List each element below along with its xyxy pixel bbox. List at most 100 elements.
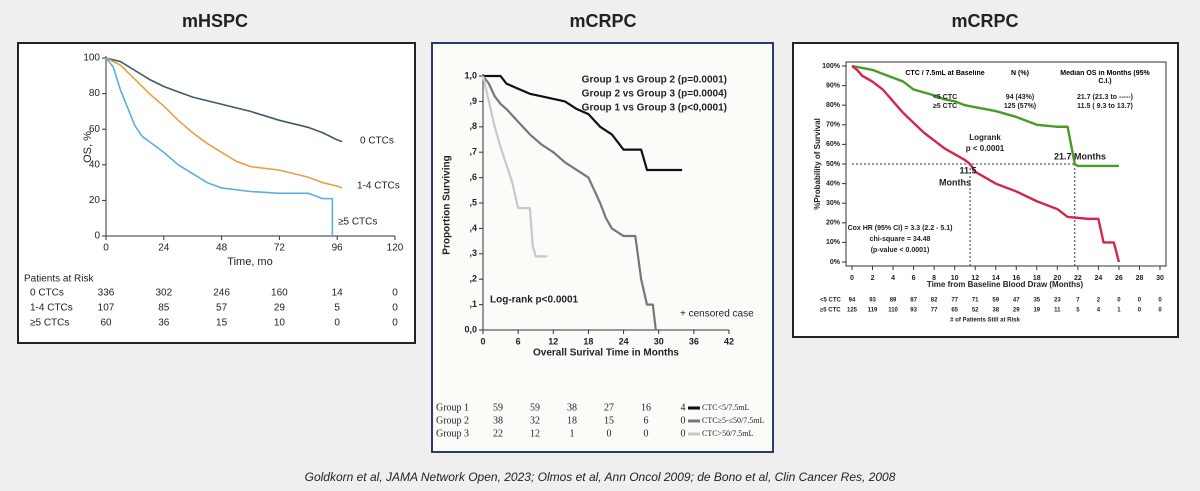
y-tick-label: ,6	[469, 172, 477, 182]
risk-value: 110	[888, 308, 898, 314]
risk-value: 0	[392, 318, 398, 329]
risk-value: 0	[644, 428, 649, 439]
legend-label: <5 CTC	[933, 94, 957, 101]
risk-value: 93	[910, 308, 917, 314]
risk-value: 38	[493, 415, 503, 426]
legend-header: N (%)	[1011, 70, 1029, 77]
x-tick-label: 96	[332, 243, 344, 254]
risk-value: 6	[644, 415, 649, 426]
risk-value: 60	[100, 318, 112, 329]
risk-value: 36	[158, 318, 170, 329]
y-tick-label: ,2	[469, 274, 477, 284]
risk-value: 125	[847, 308, 858, 314]
risk-value: 59	[992, 298, 999, 304]
risk-value: 22	[493, 428, 503, 439]
risk-value: 82	[931, 298, 938, 304]
risk-value: 59	[530, 402, 540, 413]
legend-header-box: Median OS in Months (95% C.I.)	[1060, 70, 1150, 85]
y-tick-label: ,7	[469, 147, 477, 157]
annotation: Group 2 vs Group 3 (p=0.0004)	[582, 89, 727, 100]
risk-value: 10	[274, 318, 286, 329]
y-tick-label: 60%	[826, 141, 841, 148]
x-tick-label: 48	[216, 243, 228, 254]
survival-curve	[482, 75, 657, 331]
risk-value: 2	[1097, 298, 1101, 304]
risk-value: 12	[530, 428, 540, 439]
risk-label: Group 1	[436, 402, 469, 413]
annotation: Log-rank p<0.0001	[490, 295, 579, 306]
risk-value: 71	[972, 298, 979, 304]
annotation: (p-value < 0.0001)	[871, 247, 930, 254]
risk-value: 4	[681, 402, 686, 413]
risk-value: 119	[868, 308, 878, 314]
y-tick-label: 80	[89, 88, 101, 99]
risk-value: 89	[890, 298, 897, 304]
x-tick-label: 8	[932, 275, 936, 282]
x-tick-label: 12	[971, 275, 979, 282]
annotation: 21.7 Months	[1054, 151, 1106, 161]
footer: Goldkorn et al, JAMA Network Open, 2023;…	[305, 470, 896, 484]
risk-value: 0	[392, 303, 398, 314]
y-tick-label: 100%	[822, 63, 841, 70]
y-tick-label: 50%	[826, 161, 841, 168]
x-tick-label: 120	[387, 243, 404, 254]
risk-value: 93	[869, 298, 876, 304]
legend-header: Median OS in Months (95% C.I.)	[1060, 70, 1150, 85]
risk-label: 1-4 CTCs	[30, 303, 73, 314]
risk-value: 0	[607, 428, 612, 439]
risk-value: 19	[1033, 308, 1040, 314]
risk-value: 107	[98, 303, 115, 314]
x-tick-label: 24	[619, 336, 629, 346]
risk-title: Patients at Risk	[24, 274, 94, 285]
y-axis-label: %Probability of Survival	[813, 118, 822, 210]
annotation: Cox HR (95% CI) = 3.3 (2.2 - 5.1)	[848, 225, 953, 232]
legend-cell: 11.5 ( 9.3 to 13.7)	[1077, 103, 1133, 110]
x-tick-label: 42	[724, 336, 734, 346]
risk-label: ≥5 CTCs	[30, 318, 69, 329]
risk-value: 0	[1117, 298, 1121, 304]
risk-value: 77	[951, 298, 958, 304]
y-tick-label: 1,0	[464, 70, 477, 80]
x-tick-label: 30	[1156, 275, 1164, 282]
y-tick-label: 20%	[826, 220, 841, 227]
risk-value: 5	[1076, 308, 1080, 314]
risk-value: 59	[493, 402, 503, 413]
legend-label: ≥5 CTC	[933, 103, 957, 110]
series-label: ≥5 CTCs	[338, 217, 377, 228]
risk-value: 29	[1013, 308, 1020, 314]
y-axis-label: Proportion Surviving	[442, 155, 453, 254]
risk-value: 0	[392, 288, 398, 299]
risk-label: 0 CTCs	[30, 288, 64, 299]
x-tick-label: 10	[951, 275, 959, 282]
x-tick-label: 14	[992, 275, 1000, 282]
annotation: chi-square = 34.48	[870, 236, 931, 243]
panel-title: mHSPC	[182, 11, 248, 31]
y-tick-label: 70%	[826, 122, 841, 129]
risk-value: 0	[334, 318, 340, 329]
legend-header-box: CTC / 7.5mL at Baseline	[905, 70, 985, 77]
x-tick-label: 72	[274, 243, 286, 254]
y-tick-label: 10%	[826, 239, 841, 246]
risk-label: ≥5 CTC	[820, 308, 841, 314]
annotation: Group 1 vs Group 2 (p=0.0001)	[582, 75, 727, 86]
risk-label: <5 CTC	[820, 298, 842, 304]
x-tick-label: 26	[1115, 275, 1123, 282]
survival-curve	[481, 75, 548, 258]
risk-value: 246	[213, 288, 230, 299]
annotation: Group 1 vs Group 3 (p<0,0001)	[582, 103, 727, 114]
y-tick-label: 100	[83, 53, 100, 64]
risk-value: 336	[98, 288, 115, 299]
x-tick-label: 22	[1074, 275, 1082, 282]
y-tick-label: ,8	[469, 121, 477, 131]
risk-value: 1	[1117, 308, 1121, 314]
legend-header: CTC / 7.5mL at Baseline	[905, 70, 985, 77]
legend-cell: 125 (57%)	[1004, 103, 1036, 110]
survival-curve	[105, 57, 343, 143]
risk-title-box	[448, 373, 492, 399]
risk-value: 160	[271, 288, 288, 299]
risk-value: 4	[1097, 308, 1101, 314]
risk-value: 87	[910, 298, 917, 304]
risk-value: 47	[1013, 298, 1020, 304]
risk-value: 32	[530, 415, 540, 426]
x-tick-label: 0	[103, 243, 109, 254]
